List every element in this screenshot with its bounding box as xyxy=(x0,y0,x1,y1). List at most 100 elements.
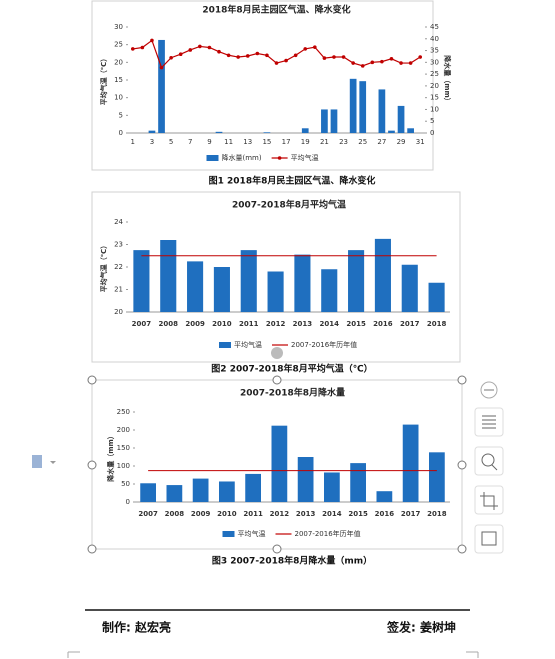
legend-swatch xyxy=(222,531,235,537)
x-tick-label: 29 xyxy=(397,138,406,146)
x-tick-label: 27 xyxy=(377,138,386,146)
bar xyxy=(148,130,156,133)
y2-tick-label: 40 xyxy=(430,35,439,43)
bar xyxy=(378,89,386,133)
line-marker xyxy=(159,65,164,70)
line-marker xyxy=(130,47,135,51)
x-tick-label: 2015 xyxy=(346,320,366,328)
line-marker xyxy=(140,45,145,50)
x-tick-label: 2018 xyxy=(427,510,447,518)
legend-label: 平均气温 xyxy=(291,153,319,162)
y2-tick-label: 10 xyxy=(430,105,439,113)
bar xyxy=(374,238,391,312)
legend-label: 2007-2016年历年值 xyxy=(295,529,361,538)
y-tick-label: 20 xyxy=(114,308,123,316)
x-tick-label: 2016 xyxy=(375,510,395,518)
x-tick-label: 17 xyxy=(282,138,291,146)
line-marker xyxy=(178,52,183,57)
x-tick-label: 2017 xyxy=(401,510,421,518)
line-marker xyxy=(255,51,260,56)
line-marker xyxy=(370,60,375,65)
y-tick-label: 250 xyxy=(117,408,130,416)
bar xyxy=(321,269,338,312)
x-tick-label: 2014 xyxy=(322,510,342,518)
bar xyxy=(407,128,414,133)
chart-frame xyxy=(91,0,434,171)
bar xyxy=(330,109,338,133)
line-marker xyxy=(217,49,221,54)
bar xyxy=(428,282,445,312)
bar xyxy=(263,132,271,133)
x-tick-label: 2013 xyxy=(293,320,313,328)
y2-tick-label: 20 xyxy=(430,82,439,90)
y2-tick-label: 30 xyxy=(430,58,439,66)
y2-tick-label: 45 xyxy=(430,23,439,31)
line-marker xyxy=(207,45,212,50)
bar xyxy=(294,254,311,312)
doc-icon[interactable] xyxy=(32,455,56,468)
line-marker xyxy=(418,55,423,59)
bar xyxy=(166,485,183,502)
y2-tick-label: 15 xyxy=(430,94,439,102)
x-tick-label: 2018 xyxy=(427,320,447,328)
legend-swatch xyxy=(219,342,231,348)
bar xyxy=(324,472,340,502)
footer-signer: 签发: 姜树坤 xyxy=(386,620,456,635)
selection-handles[interactable] xyxy=(87,347,467,554)
y-tick-label: 22 xyxy=(114,263,123,271)
bar xyxy=(158,39,165,134)
line-marker xyxy=(389,57,394,61)
y-tick-label: 24 xyxy=(114,218,123,226)
x-tick-label: 2013 xyxy=(296,510,316,518)
x-tick-label: 1 xyxy=(131,138,135,146)
y-tick-label: 5 xyxy=(119,111,123,119)
bar xyxy=(160,240,177,312)
bar xyxy=(301,128,309,133)
caption: 图2 2007-2018年8月平均气温（℃） xyxy=(211,363,372,375)
x-tick-label: 7 xyxy=(188,138,192,146)
x-tick-label: 5 xyxy=(169,138,173,146)
bar xyxy=(402,424,419,502)
y-tick-label: 10 xyxy=(114,94,123,102)
line-marker xyxy=(188,48,193,52)
x-tick-label: 3 xyxy=(150,138,154,146)
y-tick-label: 50 xyxy=(121,480,130,488)
y-tick-label: 150 xyxy=(117,444,130,452)
bar xyxy=(219,481,235,502)
y-tick-label: 15 xyxy=(114,76,123,84)
legend-label: 平均气温 xyxy=(234,340,262,349)
line-marker xyxy=(380,59,384,64)
x-tick-label: 2007 xyxy=(138,510,158,518)
bar xyxy=(388,130,395,133)
x-tick-label: 31 xyxy=(416,138,425,146)
y-tick-label: 30 xyxy=(114,23,123,31)
y-tick-label: 200 xyxy=(117,426,130,434)
bar xyxy=(350,463,366,502)
line-marker xyxy=(150,38,154,43)
x-tick-label: 2010 xyxy=(212,320,232,328)
bar xyxy=(192,478,209,502)
side-toolbar[interactable] xyxy=(474,381,504,554)
x-tick-label: 2015 xyxy=(348,510,368,518)
legend-label: 2007-2016年历年值 xyxy=(291,340,357,349)
bar xyxy=(267,271,284,312)
y2-tick-label: 35 xyxy=(430,47,439,55)
legend-swatch xyxy=(277,156,282,160)
x-tick-label: 2011 xyxy=(243,510,263,518)
y-tick-label: 0 xyxy=(126,498,130,506)
line-marker xyxy=(322,56,327,60)
line-marker xyxy=(313,45,317,49)
bar xyxy=(297,457,314,502)
legend-label: 平均气温 xyxy=(238,529,266,538)
chart-title: 2018年8月民主园区气温、降水变化 xyxy=(202,4,350,16)
bar xyxy=(429,452,445,502)
y-tick-label: 100 xyxy=(117,462,130,470)
x-tick-label: 13 xyxy=(243,138,252,146)
legend-swatch xyxy=(206,155,219,161)
x-tick-label: 2007 xyxy=(132,320,152,328)
x-tick-label: 2016 xyxy=(373,320,393,328)
x-tick-label: 2009 xyxy=(185,320,205,328)
y-tick-label: 23 xyxy=(114,241,123,249)
bar xyxy=(359,81,367,133)
